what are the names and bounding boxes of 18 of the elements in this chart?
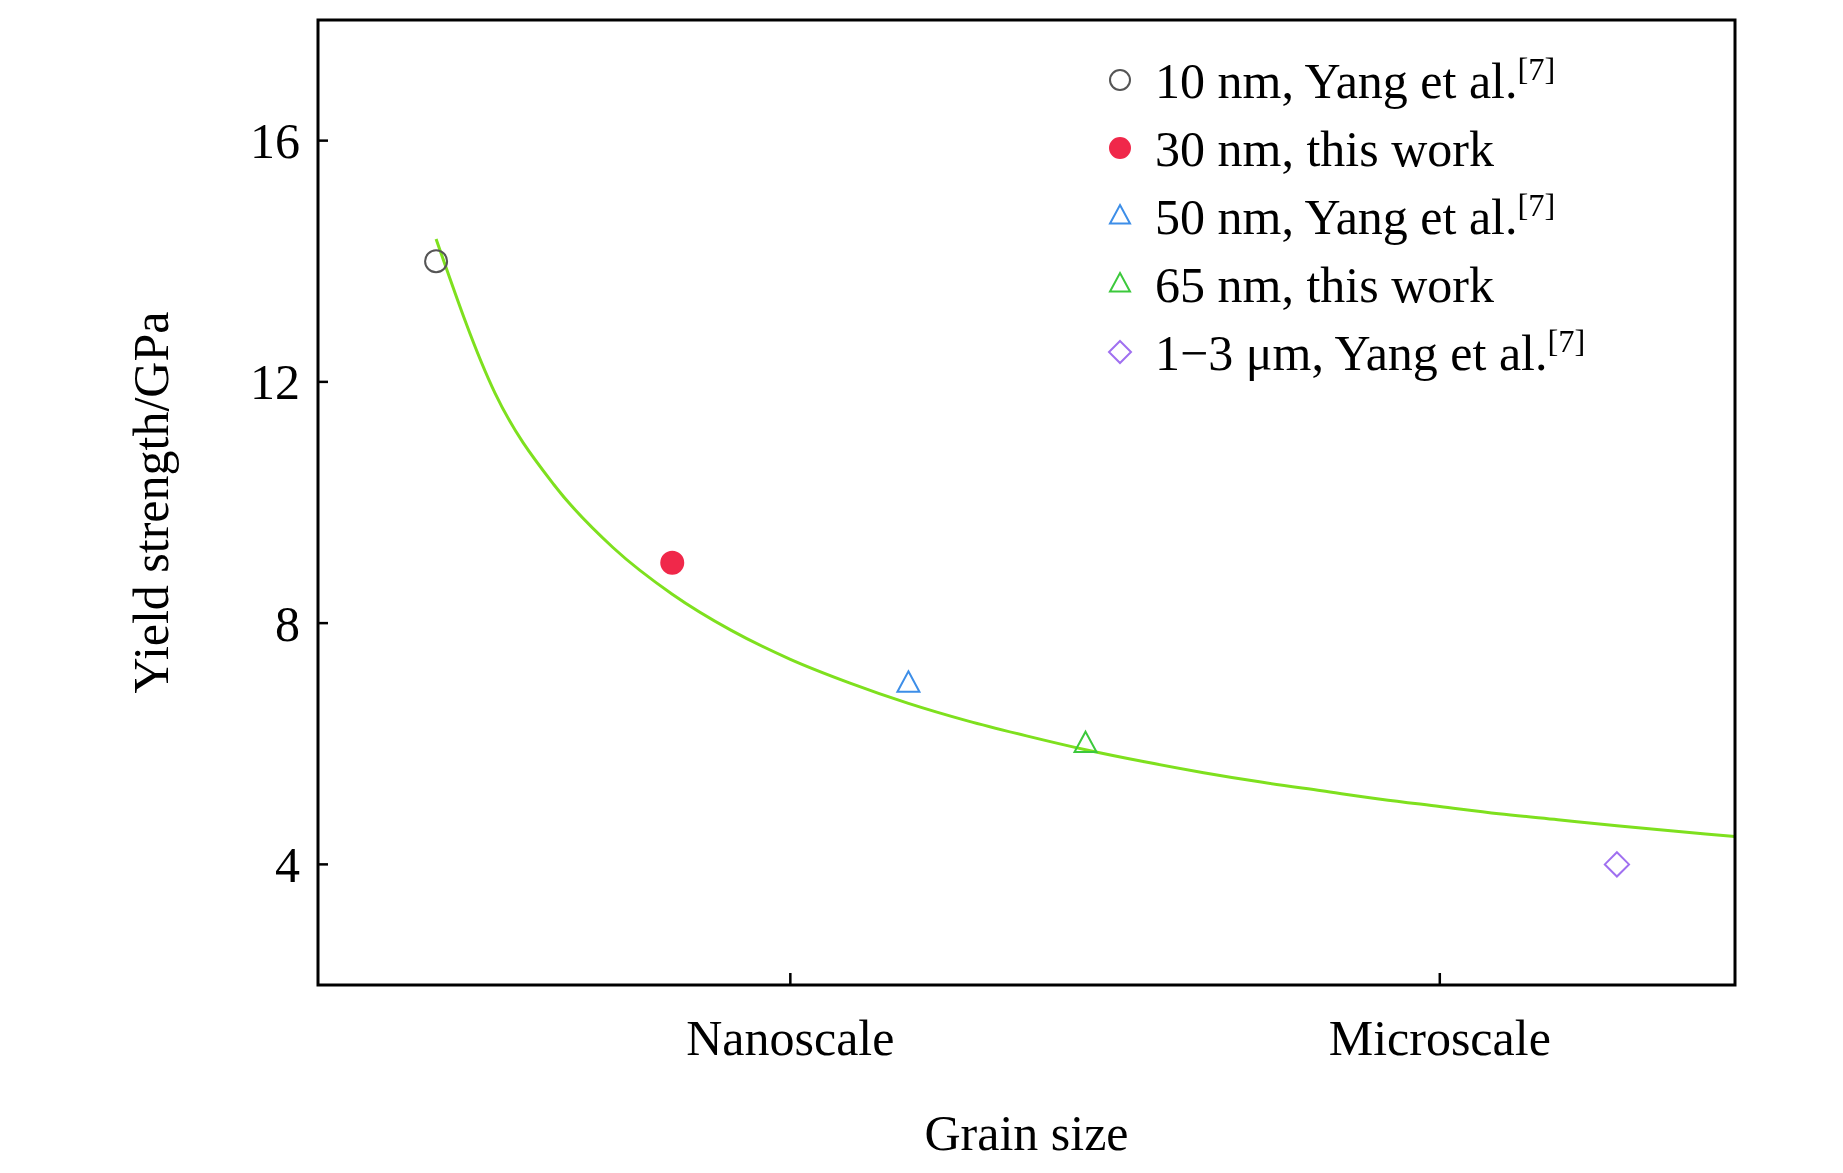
point (660, 550, 685, 575)
legend-label: 10 nm, Yang et al.$^{[7]}$ (1155, 50, 1556, 109)
x-tick-label: Microscale (1328, 1010, 1551, 1066)
legend-label: 50 nm, Yang et al.$^{[7]}$ (1155, 186, 1556, 245)
point (896, 670, 921, 693)
y-tick-label: 4 (275, 836, 300, 893)
y-tick-label: 16 (250, 113, 300, 170)
point (424, 249, 449, 274)
x-axis-title: Grain size (924, 1105, 1129, 1161)
x-tick-label: Nanoscale (686, 1010, 895, 1066)
legend-label: 30 nm, this work (1155, 120, 1494, 177)
y-tick-label: 8 (275, 595, 300, 652)
legend-label: 1−3 μm, Yang et al.$^{[7]}$ (1155, 322, 1586, 381)
y-axis-title: Yield strength/GPa (123, 311, 179, 694)
point (1603, 851, 1631, 878)
legend-label: 65 nm, this work (1155, 256, 1494, 313)
y-tick-label: 12 (250, 354, 300, 411)
point (1073, 730, 1098, 753)
